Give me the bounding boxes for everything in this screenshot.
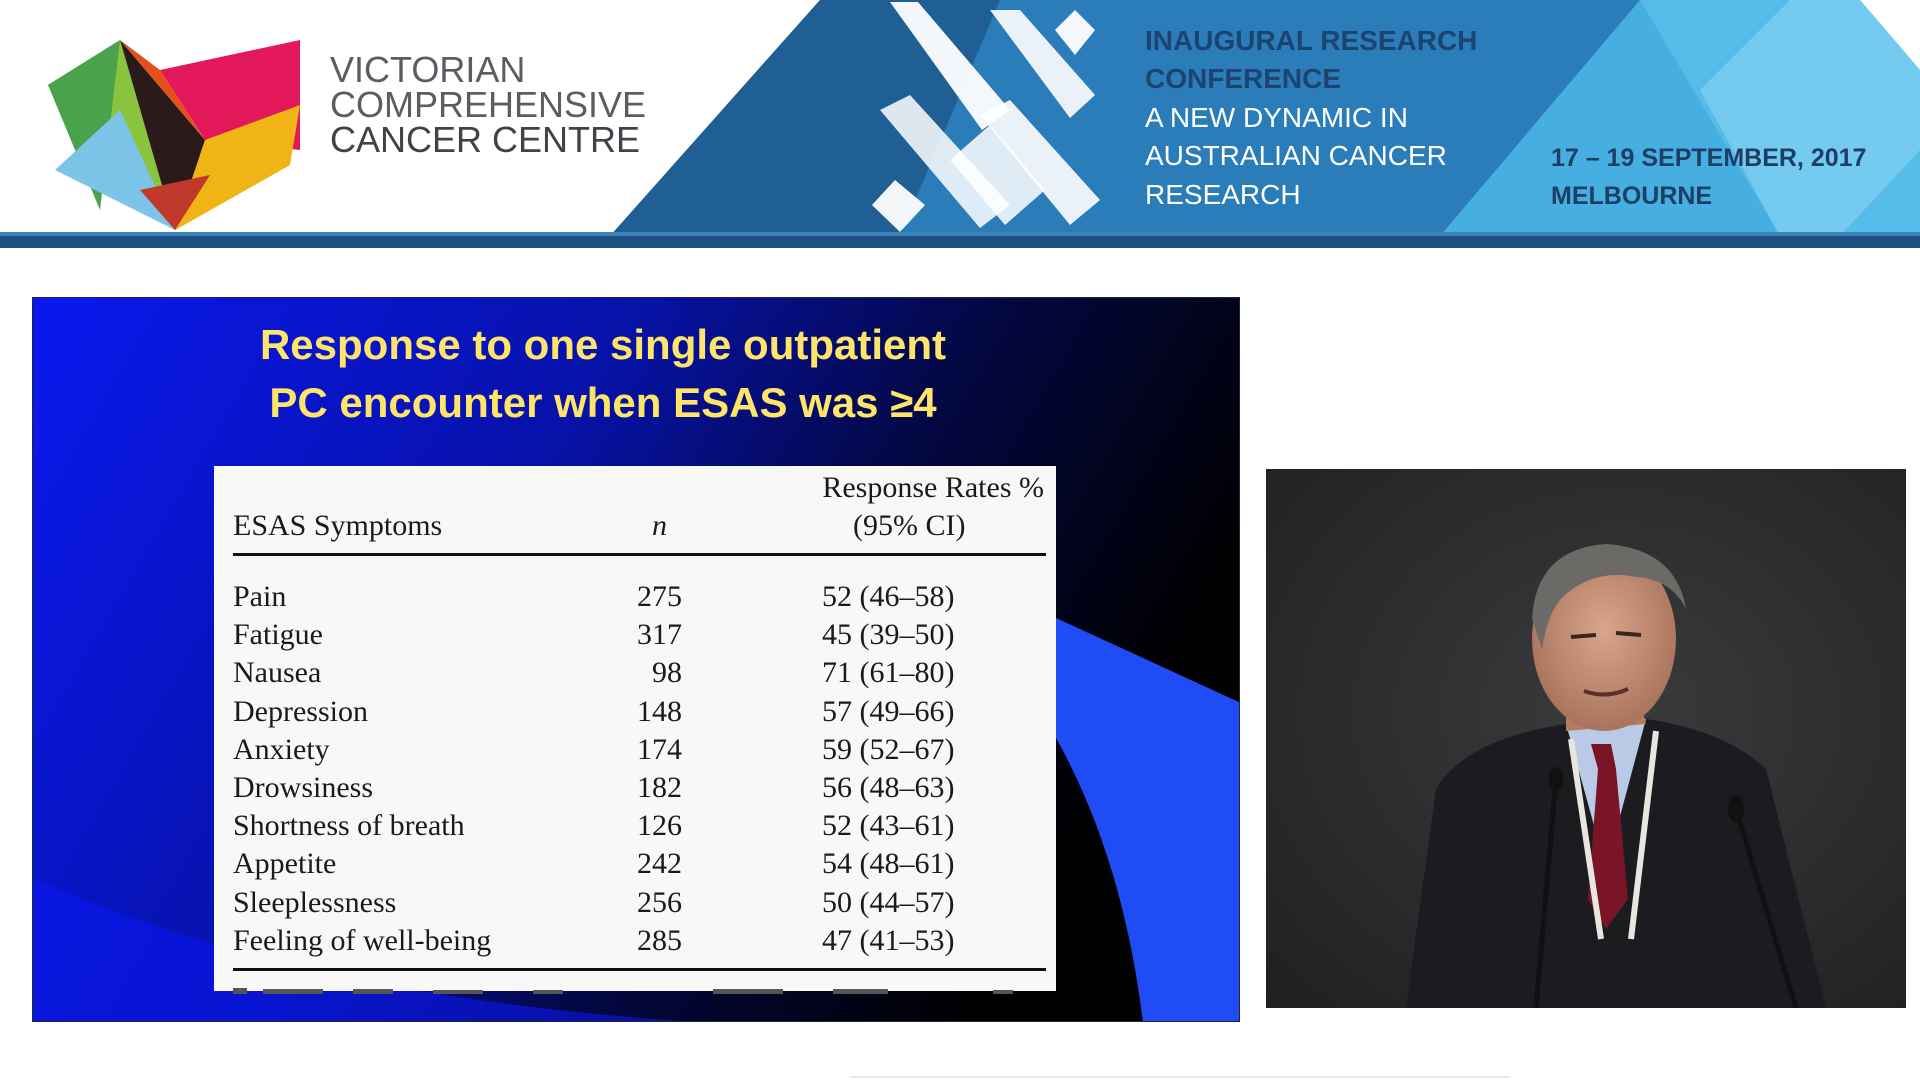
cell-n: 98 <box>652 656 682 690</box>
banner-bottom-bar <box>0 236 1920 248</box>
cell-symptom: Feeling of well-being <box>233 923 492 957</box>
table-row: Pain 275 52 (46–58) <box>214 578 1056 616</box>
cell-n: 174 <box>637 732 682 766</box>
table-row: Sleeplessness 256 50 (44–57) <box>214 884 1056 922</box>
header-response-rates: Response Rates % <box>822 471 1044 504</box>
cell-symptom: Anxiety <box>233 732 330 766</box>
cropped-footnote-marks <box>233 988 1013 994</box>
cell-response-rate: 59 (52–67) <box>822 732 955 766</box>
cell-n: 317 <box>637 618 682 652</box>
table-row: Anxiety 174 59 (52–67) <box>214 731 1056 769</box>
bottom-divider <box>850 1076 1510 1078</box>
speaker-figure-icon <box>1266 469 1906 1008</box>
conference-dates: 17 – 19 SEPTEMBER, 2017 <box>1551 144 1867 172</box>
table-row: Drowsiness 182 56 (48–63) <box>214 769 1056 807</box>
table-row: Depression 148 57 (49–66) <box>214 693 1056 731</box>
logo-text-line-2: COMPREHENSIVE <box>330 84 647 125</box>
conference-title-line-1: INAUGURAL RESEARCH <box>1145 25 1478 56</box>
cell-n: 126 <box>637 809 682 843</box>
logo-text-line-3: CANCER CENTRE <box>330 119 641 160</box>
conference-subtitle-line-2: AUSTRALIAN CANCER <box>1145 140 1447 171</box>
cell-n: 148 <box>637 694 682 728</box>
slide-title-line-1: Response to one single outpatient <box>259 321 947 368</box>
cell-response-rate: 54 (48–61) <box>822 847 955 881</box>
cell-response-rate: 52 (43–61) <box>822 809 955 843</box>
speaker-video-feed <box>1266 469 1906 1008</box>
cell-symptom: Sleeplessness <box>233 885 397 919</box>
cell-response-rate: 71 (61–80) <box>822 656 955 690</box>
cell-symptom: Fatigue <box>233 618 323 652</box>
table-row: Shortness of breath 126 52 (43–61) <box>214 807 1056 845</box>
cell-response-rate: 52 (46–58) <box>822 580 955 613</box>
conference-subtitle-line-3: RESEARCH <box>1145 179 1301 210</box>
cell-response-rate: 50 (44–57) <box>822 885 955 919</box>
conference-subtitle-line-1: A NEW DYNAMIC IN <box>1145 102 1408 133</box>
cell-symptom: Drowsiness <box>233 771 373 804</box>
cell-symptom: Depression <box>233 694 368 728</box>
cell-response-rate: 56 (48–63) <box>822 771 955 804</box>
conference-location: MELBOURNE <box>1551 182 1713 210</box>
table-row: Appetite 242 54 (48–61) <box>214 845 1056 883</box>
logo-text-line-1: VICTORIAN <box>330 49 526 90</box>
cell-n: 256 <box>637 885 682 919</box>
esas-response-table: ESAS Symptoms n Response Rates % (95% CI… <box>214 466 1056 994</box>
header-symptoms: ESAS Symptoms <box>233 509 443 542</box>
diamond-pattern-icon <box>872 2 1100 232</box>
table-row: Fatigue 317 45 (39–50) <box>214 616 1056 654</box>
cell-symptom: Pain <box>233 580 287 613</box>
conference-title-line-2: CONFERENCE <box>1145 63 1342 94</box>
cell-symptom: Nausea <box>233 656 322 690</box>
cell-n: 285 <box>637 923 682 957</box>
vccc-logo-icon <box>48 40 300 230</box>
cell-n: 242 <box>637 847 682 881</box>
conference-banner: VICTORIAN COMPREHENSIVE CANCER CENTRE IN… <box>0 0 1920 248</box>
header-confidence-interval: (95% CI) <box>853 509 966 542</box>
table-top-rule <box>233 553 1046 556</box>
table-row: Feeling of well-being 285 47 (41–53) <box>214 922 1056 960</box>
cell-symptom: Shortness of breath <box>233 809 465 843</box>
cell-response-rate: 47 (41–53) <box>822 923 955 957</box>
table-row: Nausea 98 71 (61–80) <box>214 654 1056 692</box>
cell-response-rate: 45 (39–50) <box>822 618 955 652</box>
cell-n: 275 <box>637 580 682 613</box>
slide-title: Response to one single outpatient PC enc… <box>33 316 1173 432</box>
slide-title-line-2: PC encounter when ESAS was ≥4 <box>269 379 937 426</box>
cell-response-rate: 57 (49–66) <box>822 694 955 728</box>
cell-n: 182 <box>637 771 682 804</box>
cell-symptom: Appetite <box>233 847 337 881</box>
table-bottom-rule <box>233 968 1046 971</box>
banner-artwork <box>0 0 1920 236</box>
header-n: n <box>652 509 667 542</box>
presentation-slide: Response to one single outpatient PC enc… <box>32 297 1240 1022</box>
